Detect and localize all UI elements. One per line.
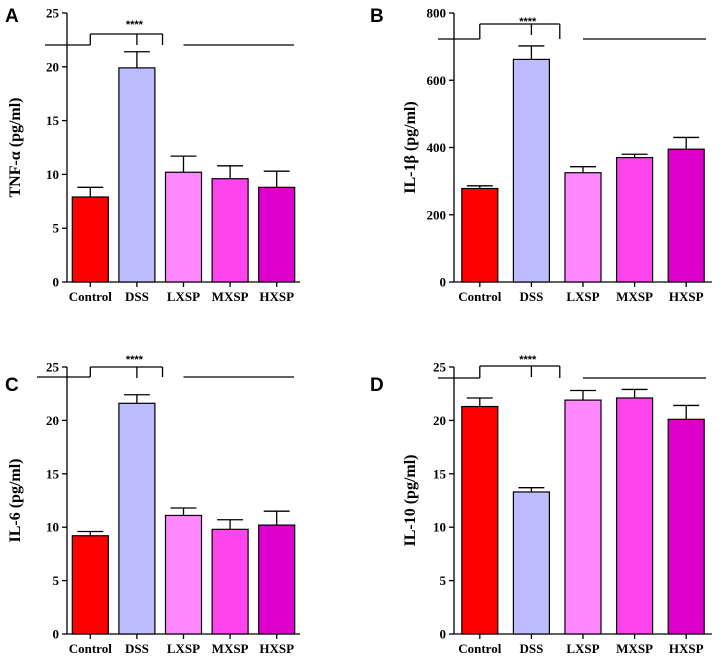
panel-a-bar-mxsp: [211, 178, 249, 283]
panel-b-y-axis-label: IL-1β (pg/ml): [402, 101, 419, 193]
panel-d-y-tick-label: 20: [433, 413, 446, 428]
panel-d-bar-control: [461, 405, 499, 635]
panel-c-y-axis-label: IL-6 (pg/ml): [7, 459, 24, 543]
panel-c-y-tick-label: 5: [53, 573, 60, 588]
panel-b-y-tick-label: 600: [427, 73, 447, 88]
panel-b-category-label: DSS: [519, 289, 543, 304]
panel-c-bar-mxsp: [211, 528, 249, 635]
panel-c-category-label: MXSP: [212, 641, 249, 654]
panel-b-bar-mxsp: [615, 156, 654, 283]
panel-b-y-tick-label: 0: [440, 275, 447, 290]
panel-d-bar-hxsp: [667, 418, 705, 635]
panel-b-bar-dss: [512, 58, 551, 283]
panel-d-category-label: Control: [458, 641, 501, 654]
panel-a-category-label: LXSP: [167, 289, 200, 304]
panel-c-y-tick-label: 25: [46, 360, 60, 375]
panel-d-letter: D: [370, 375, 384, 396]
panel-d-significance-label: ****: [519, 354, 537, 366]
panel-b-bar-lxsp: [564, 172, 602, 283]
panel-b-category-label: LXSP: [566, 289, 599, 304]
panel-d-bar-dss: [512, 491, 551, 635]
panel-d-y-tick-label: 25: [433, 360, 447, 375]
panel-c-y-tick-label: 10: [46, 520, 59, 535]
panel-d-bar-lxsp: [564, 399, 602, 635]
panel-b-category-label: MXSP: [616, 289, 653, 304]
panel-a-category-label: DSS: [125, 289, 149, 304]
panel-b-y-tick-label: 800: [427, 6, 447, 21]
panel-b-category-label: HXSP: [669, 289, 704, 304]
panel-c-bar-hxsp: [258, 524, 296, 635]
panel-a-y-tick-label: 20: [46, 59, 59, 74]
panel-a-y-tick-label: 0: [53, 275, 60, 290]
panel-c-bar-dss: [118, 402, 156, 635]
panel-c-y-tick-label: 20: [46, 413, 59, 428]
panel-d-category-label: LXSP: [566, 641, 599, 654]
panel-c-y-tick-label: 0: [53, 627, 60, 642]
panel-d-category-label: DSS: [519, 641, 543, 654]
panel-a-bar-control: [71, 196, 109, 283]
panel-a-category-label: HXSP: [259, 289, 294, 304]
panel-c-category-label: Control: [69, 641, 112, 654]
panel-a-bar-dss: [118, 67, 156, 283]
panel-c-bar-control: [71, 535, 109, 635]
panel-d-category-label: HXSP: [669, 641, 704, 654]
panel-c-category-label: HXSP: [259, 641, 294, 654]
panel-a-category-label: MXSP: [212, 289, 249, 304]
panel-d-y-tick-label: 0: [440, 627, 447, 642]
panel-b-significance-label: ****: [519, 16, 537, 28]
panel-b-category-label: Control: [458, 289, 501, 304]
panel-a-y-tick-label: 15: [46, 113, 60, 128]
panel-b-letter: B: [370, 6, 384, 27]
panel-a-y-tick-label: 10: [46, 167, 59, 182]
panel-c-y-tick-label: 15: [46, 466, 60, 481]
panel-c-category-label: LXSP: [167, 641, 200, 654]
panel-a-category-label: Control: [69, 289, 112, 304]
panel-c-bar-lxsp: [164, 514, 203, 635]
panel-d-bar-mxsp: [615, 397, 654, 635]
panel-b-y-tick-label: 200: [427, 207, 447, 222]
panel-a-significance-label: ****: [126, 19, 144, 31]
panel-c-category-label: DSS: [125, 641, 149, 654]
panel-a-y-tick-label: 5: [53, 221, 60, 236]
panel-d-category-label: MXSP: [616, 641, 653, 654]
panel-a-bar-lxsp: [164, 171, 203, 283]
panel-a-y-tick-label: 25: [46, 6, 60, 21]
panel-a-bar-hxsp: [258, 186, 296, 283]
panel-d-y-axis-label: IL-10 (pg/ml): [402, 455, 419, 547]
panel-c-letter: C: [5, 375, 19, 396]
panel-d-y-tick-label: 10: [433, 520, 446, 535]
panel-b-bar-control: [461, 187, 499, 283]
panel-b-bar-hxsp: [667, 148, 705, 283]
panel-a-y-axis-label: TNF-α (pg/ml): [7, 97, 24, 197]
panel-c-significance-label: ****: [126, 354, 144, 366]
panel-d-y-tick-label: 5: [440, 573, 447, 588]
panel-b-y-tick-label: 400: [427, 140, 447, 155]
panel-d-y-tick-label: 15: [433, 466, 447, 481]
panel-a-letter: A: [5, 6, 19, 27]
